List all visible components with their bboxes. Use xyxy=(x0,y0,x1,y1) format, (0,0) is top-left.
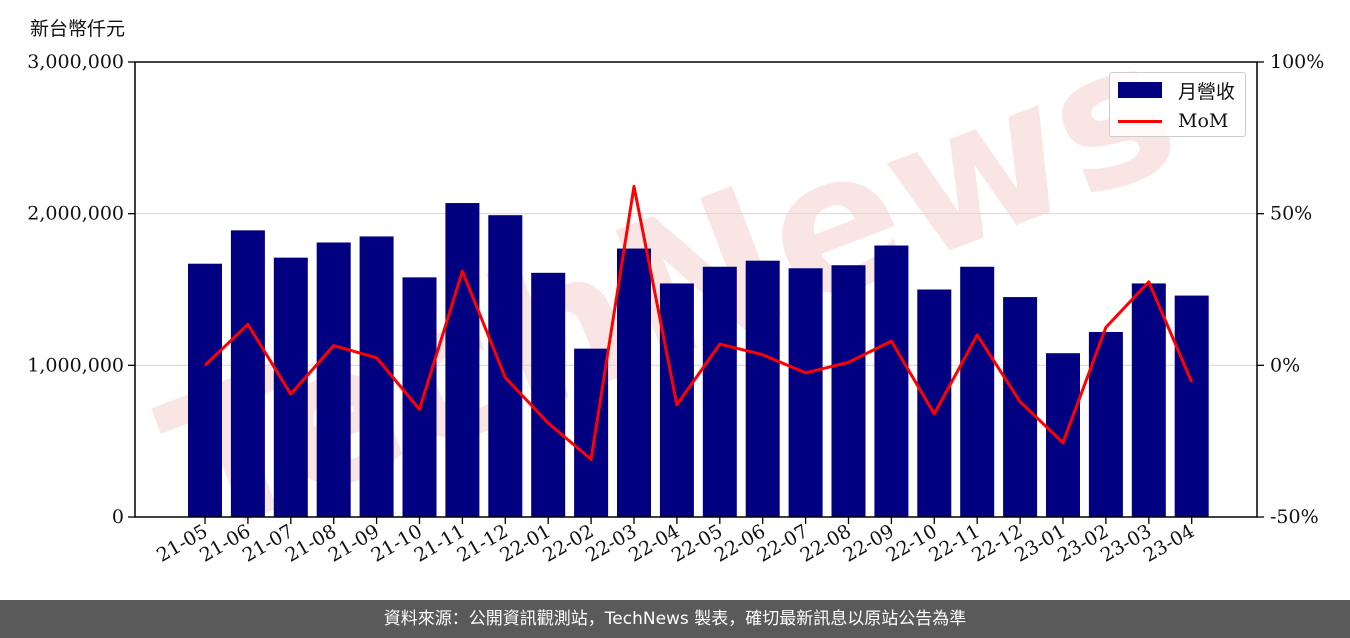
revenue-bar xyxy=(1174,295,1209,517)
revenue-bar xyxy=(1131,283,1166,517)
revenue-bar xyxy=(1003,297,1038,517)
revenue-bar xyxy=(574,348,609,517)
revenue-bar xyxy=(273,257,308,517)
chart-legend: 月營收 MoM xyxy=(1109,72,1246,137)
chart-area: TechNews 01,000,0002,000,0003,000,000-50… xyxy=(27,0,1324,580)
revenue-bar xyxy=(1088,331,1123,517)
source-footer: 資料來源：公開資訊觀測站，TechNews 製表，確切最新訊息以原站公告為準 xyxy=(0,600,1350,638)
revenue-bar xyxy=(445,203,480,518)
legend-line-swatch xyxy=(1118,119,1162,123)
revenue-bar xyxy=(917,289,952,517)
revenue-bar xyxy=(230,230,265,517)
revenue-bar xyxy=(488,215,523,517)
y-left-tick-label: 0 xyxy=(112,506,124,528)
revenue-bar xyxy=(1046,353,1080,517)
revenue-bar xyxy=(531,272,566,517)
chart-svg: TechNews 01,000,0002,000,0003,000,000-50… xyxy=(27,0,1324,580)
revenue-bar xyxy=(359,236,394,517)
y-left-tick-label: 2,000,000 xyxy=(27,203,124,225)
revenue-bar xyxy=(831,265,866,517)
revenue-bar xyxy=(702,266,737,517)
y-left-tick-label: 1,000,000 xyxy=(27,354,124,376)
y-right-tick-label: 50% xyxy=(1270,203,1312,225)
plot-frame xyxy=(134,61,1258,518)
legend-item-mom: MoM xyxy=(1118,107,1228,135)
legend-label-revenue: 月營收 xyxy=(1178,80,1236,103)
y-right-tick-label: 0% xyxy=(1270,354,1300,376)
y-axis-unit-label: 新台幣仟元 xyxy=(30,18,126,40)
legend-bar-swatch xyxy=(1118,82,1162,98)
legend-item-revenue: 月營收 xyxy=(1118,76,1235,104)
revenue-bar xyxy=(874,245,909,517)
y-right-tick-label: -50% xyxy=(1270,506,1319,528)
revenue-bar xyxy=(788,268,823,517)
revenue-bar xyxy=(316,242,351,517)
y-right-tick-label: 100% xyxy=(1270,51,1324,73)
revenue-bar xyxy=(188,263,222,517)
revenue-bar xyxy=(617,248,651,518)
mom-line xyxy=(203,184,1194,461)
y-left-tick-label: 3,000,000 xyxy=(27,51,124,73)
revenue-bar xyxy=(745,260,780,517)
legend-label-mom: MoM xyxy=(1178,110,1229,132)
x-tick-label: 23-04 xyxy=(1140,520,1198,566)
revenue-bar xyxy=(960,266,995,517)
